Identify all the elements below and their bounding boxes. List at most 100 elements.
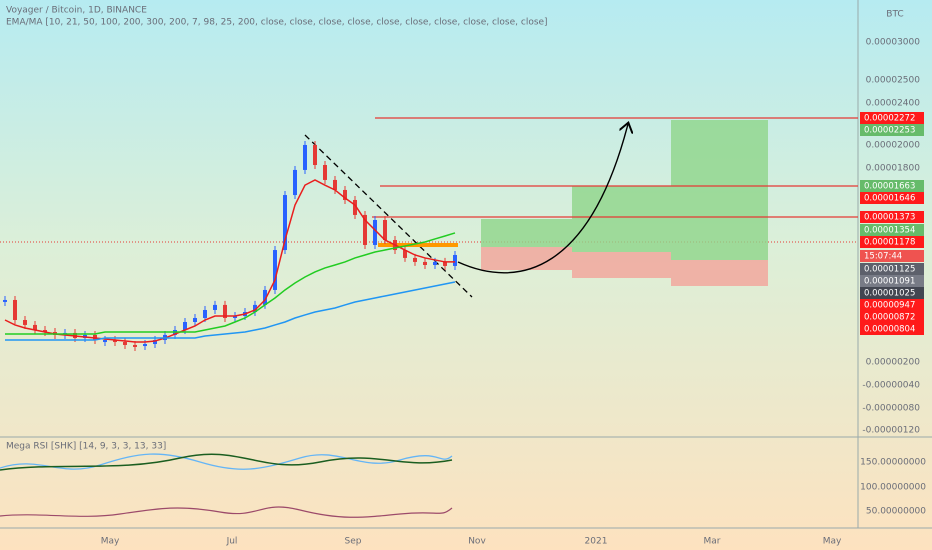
rsi-lower [0, 506, 453, 518]
price-tag [860, 250, 924, 262]
moving-average [4, 179, 455, 343]
stop-zone [671, 260, 768, 286]
candle [373, 220, 377, 245]
candle [303, 144, 307, 170]
price-pane [3, 140, 457, 351]
candle [3, 299, 7, 302]
y-tick-label: 0.00001800 [866, 164, 921, 174]
rsi-line [0, 453, 453, 470]
price-tag-label: 0.00000804 [864, 325, 915, 335]
candle [403, 250, 407, 258]
candle [453, 254, 457, 266]
candle [203, 309, 207, 318]
candle [183, 321, 187, 331]
candle [363, 214, 367, 245]
time-label: Nov [468, 537, 486, 547]
price-tag [860, 263, 924, 275]
candle [273, 250, 277, 290]
candle [313, 144, 317, 166]
moving-average [5, 281, 456, 341]
time-label: 2021 [585, 537, 608, 547]
price-tag [860, 211, 924, 223]
price-tag-label: 0.00001663 [864, 182, 915, 192]
candle [123, 342, 127, 345]
price-tag-label: 0.00002253 [864, 126, 915, 136]
price-tag-label: 0.00001646 [864, 194, 915, 204]
indicator-legend: EMA/MA [10, 21, 50, 100, 200, 300, 200, … [6, 18, 548, 28]
candle [193, 317, 197, 322]
y-tick-label: 0.00002000 [866, 141, 921, 151]
price-tag-label: 0.00001025 [864, 289, 915, 299]
y-tick-label: 0.00002400 [866, 99, 921, 109]
trend-line [304, 134, 473, 298]
candle [413, 257, 417, 262]
price-tag [860, 180, 924, 192]
price-tag [860, 224, 924, 236]
target-zone [671, 120, 768, 260]
candle [43, 330, 47, 333]
stop-zone [572, 252, 671, 278]
time-label: Sep [345, 537, 362, 547]
candle [283, 195, 287, 251]
price-tag [860, 112, 924, 124]
candle [383, 220, 387, 241]
price-tag [860, 299, 924, 311]
price-tag-label: 0.00000947 [864, 301, 915, 311]
price-tag [860, 287, 924, 299]
rsi-title: Mega RSI [SHK] [14, 9, 3, 3, 13, 33] [6, 442, 166, 452]
price-tag [860, 192, 924, 204]
price-tag-label: 0.00001178 [864, 238, 915, 248]
candle [263, 289, 267, 305]
price-tag [860, 323, 924, 335]
candle [13, 299, 17, 320]
target-zone [572, 186, 671, 252]
axis-unit: BTC [886, 10, 903, 20]
y-tick-label: 0.00000200 [866, 358, 921, 368]
candle [253, 304, 257, 312]
candle [353, 199, 357, 215]
price-tag [860, 311, 924, 323]
candle [33, 324, 37, 331]
price-tag-label: 15:07:44 [864, 252, 902, 262]
candle [103, 340, 107, 343]
y-tick-label: 0.00002500 [866, 76, 921, 86]
candle [153, 340, 157, 345]
rsi-tick-label: 100.00000000 [860, 483, 926, 493]
price-tag-label: 0.00000872 [864, 313, 915, 323]
candle [223, 304, 227, 318]
candle [293, 169, 297, 196]
candle [323, 165, 327, 180]
time-label: Mar [704, 537, 721, 547]
price-tag-label: 0.00001091 [864, 277, 915, 287]
candle [23, 319, 27, 325]
price-tag [860, 236, 924, 248]
candle [233, 315, 237, 318]
projection-arrow [457, 124, 628, 274]
stop-zone [481, 247, 572, 270]
candle [433, 261, 437, 265]
price-tag [860, 124, 924, 136]
chart-title: Voyager / Bitcoin, 1D, BINANCE [6, 6, 147, 16]
price-tag-label: 0.00001373 [864, 213, 915, 223]
price-tag-label: 0.00001354 [864, 226, 915, 236]
candle [423, 261, 427, 265]
candle [443, 261, 447, 266]
time-label: May [823, 537, 842, 547]
rsi-tick-label: 50.00000000 [866, 507, 926, 517]
candle [333, 179, 337, 190]
y-tick-label: -0.00000040 [862, 381, 920, 391]
price-tag [860, 275, 924, 287]
candle [133, 344, 137, 347]
y-tick-label: -0.00000120 [862, 426, 920, 436]
candle [213, 304, 217, 310]
moving-average [5, 232, 456, 335]
rsi-signal [0, 453, 453, 471]
price-tag-label: 0.00001125 [864, 265, 915, 275]
candle [343, 189, 347, 200]
candle [113, 340, 117, 343]
time-label: May [101, 537, 120, 547]
y-tick-label: 0.00003000 [866, 38, 921, 48]
time-label: Jul [226, 537, 238, 547]
